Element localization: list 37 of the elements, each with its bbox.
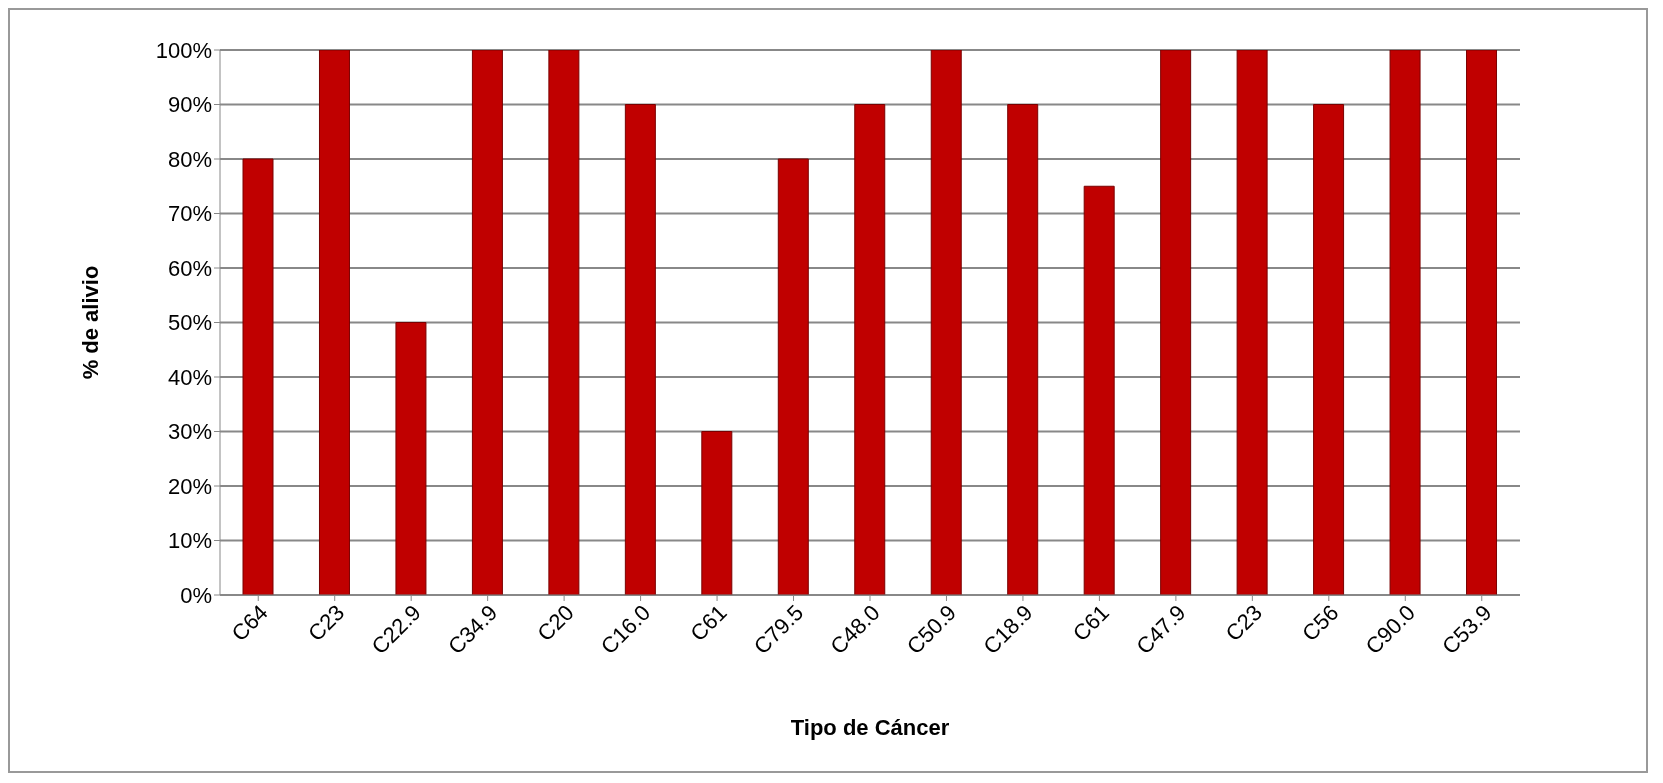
bar bbox=[1007, 104, 1039, 595]
y-tick-label: 10% bbox=[167, 528, 212, 554]
x-axis-title: Tipo de Cáncer bbox=[790, 715, 950, 740]
bar bbox=[1389, 50, 1421, 595]
y-tick-label: 100% bbox=[155, 37, 212, 63]
y-tick-label: 20% bbox=[167, 473, 212, 499]
bar bbox=[548, 50, 580, 595]
y-tick-label: 30% bbox=[167, 419, 212, 445]
y-tick-label: 50% bbox=[167, 310, 212, 336]
y-tick-label: 60% bbox=[167, 255, 212, 281]
x-tick-label: C61 bbox=[1067, 599, 1114, 647]
y-tick-label: 0% bbox=[180, 582, 212, 608]
bar bbox=[1083, 185, 1115, 595]
bar bbox=[395, 322, 427, 595]
x-tick-label: C61 bbox=[685, 599, 732, 647]
y-tick-label: 70% bbox=[167, 201, 212, 227]
x-tick-label: C64 bbox=[226, 599, 273, 647]
bar bbox=[777, 158, 809, 595]
bar bbox=[930, 50, 962, 595]
x-tick-label: C20 bbox=[532, 599, 579, 647]
y-axis-title: % de alivio bbox=[77, 265, 103, 380]
y-tick-label: 90% bbox=[167, 92, 212, 118]
bar bbox=[318, 50, 350, 595]
y-tick-label: 40% bbox=[167, 364, 212, 390]
x-tick-label: C23 bbox=[1220, 599, 1267, 647]
bar bbox=[854, 104, 886, 595]
bar bbox=[1313, 104, 1345, 595]
bar bbox=[701, 431, 733, 595]
x-tick-label: C56 bbox=[1297, 599, 1344, 647]
bar bbox=[1466, 50, 1498, 595]
x-tick-label: C23 bbox=[303, 599, 350, 647]
bar bbox=[1160, 50, 1192, 595]
bar bbox=[1236, 50, 1268, 595]
bar bbox=[242, 158, 274, 595]
y-tick-label: 80% bbox=[167, 146, 212, 172]
bar bbox=[471, 50, 503, 595]
bar bbox=[624, 104, 656, 595]
